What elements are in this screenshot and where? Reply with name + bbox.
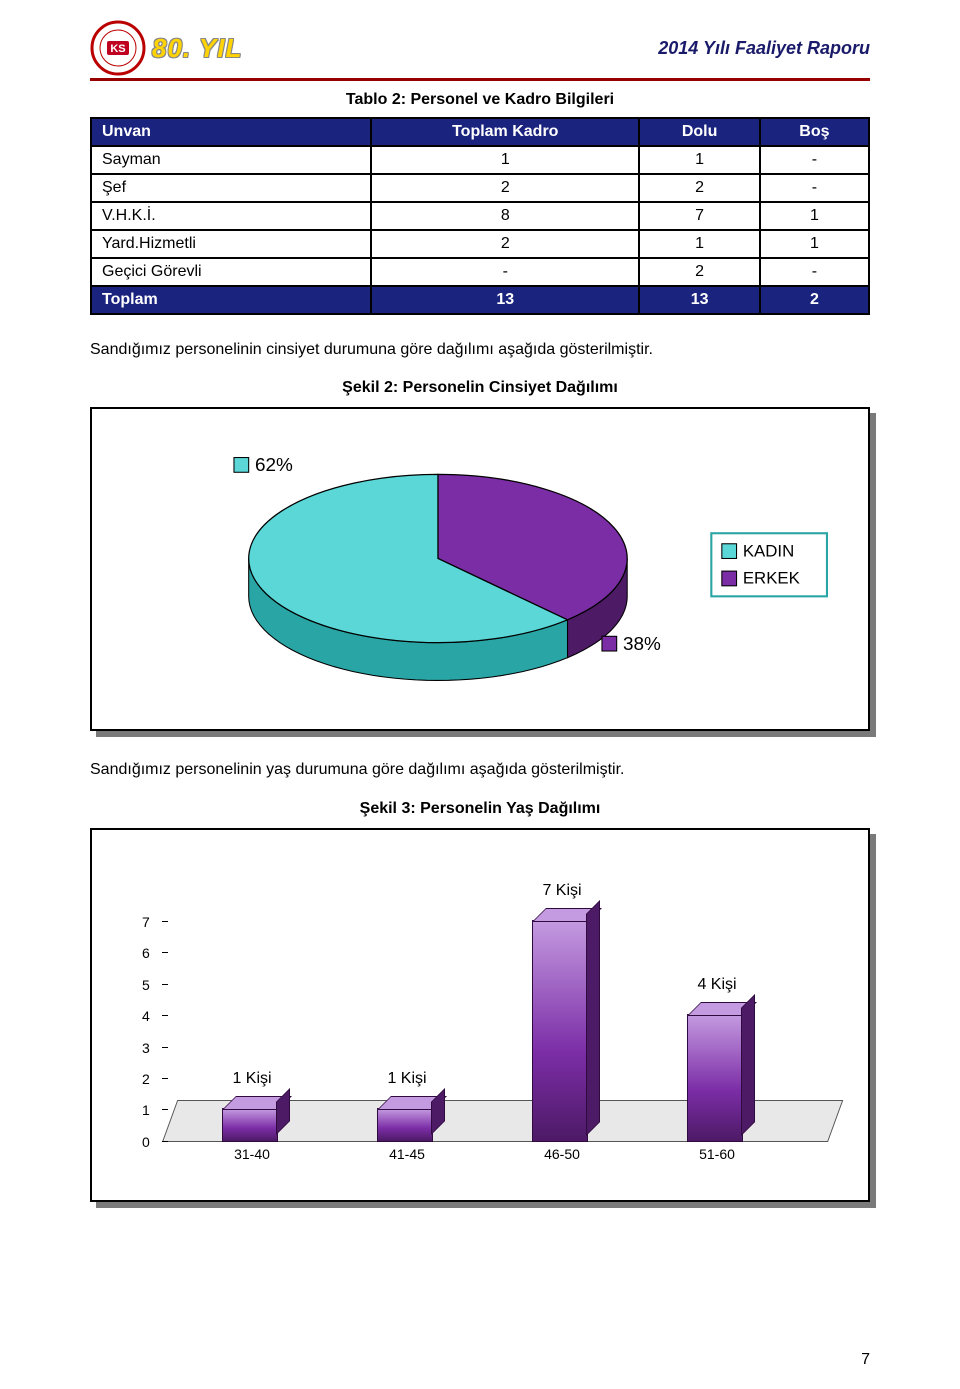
table2-caption: Tablo 2: Personel ve Kadro Bilgileri xyxy=(90,91,870,109)
table-cell: 1 xyxy=(371,146,639,174)
page-number: 7 xyxy=(861,1351,870,1369)
table-row: Geçici Görevli-2- xyxy=(91,258,869,286)
y-tick: 7 xyxy=(142,914,150,930)
seal-icon: KS xyxy=(90,20,146,76)
pie-chart: 62% 38% KADIN ERKEK xyxy=(112,429,848,709)
table-cell: 1 xyxy=(639,146,759,174)
svg-text:KADIN: KADIN xyxy=(743,542,794,561)
table-cell: 2 xyxy=(371,230,639,258)
y-tick: 5 xyxy=(142,977,150,993)
table-cell: Şef xyxy=(91,174,371,202)
table-header: Boş xyxy=(760,118,869,146)
table2: UnvanToplam KadroDoluBoş Sayman11-Şef22-… xyxy=(90,117,870,315)
table-cell: 1 xyxy=(639,230,759,258)
table-cell: - xyxy=(760,258,869,286)
report-title: 2014 Yılı Faaliyet Raporu xyxy=(658,38,870,59)
table-row: Sayman11- xyxy=(91,146,869,174)
y-tick: 4 xyxy=(142,1008,150,1024)
bar-chart-box: 0 1 2 3 4 5 6 7 1 Kişi 31-40 1 Kişi 41-45 7 Kişi 46-5… xyxy=(90,828,870,1202)
table-cell: 1 xyxy=(760,202,869,230)
table-cell: Yard.Hizmetli xyxy=(91,230,371,258)
y-tick: 1 xyxy=(142,1102,150,1118)
bar-chart-title: Şekil 3: Personelin Yaş Dağılımı xyxy=(90,800,870,818)
bar-value-label: 1 Kişi xyxy=(212,1070,292,1088)
pie-chart-title: Şekil 2: Personelin Cinsiyet Dağılımı xyxy=(90,379,870,397)
svg-text:KS: KS xyxy=(110,43,125,55)
bar: 4 Kişi xyxy=(687,1014,743,1142)
bar-chart: 0 1 2 3 4 5 6 7 1 Kişi 31-40 1 Kişi 41-45 7 Kişi 46-5… xyxy=(112,850,848,1180)
table-row: Yard.Hizmetli211 xyxy=(91,230,869,258)
svg-text:ERKEK: ERKEK xyxy=(743,569,801,588)
bar: 7 Kişi xyxy=(532,920,588,1142)
table-total-row: Toplam13132 xyxy=(91,286,869,314)
table-cell: Toplam xyxy=(91,286,371,314)
table-cell: 2 xyxy=(639,258,759,286)
logo-area: KS 80. YIL xyxy=(90,20,242,76)
bar-category-label: 51-60 xyxy=(667,1146,767,1162)
y-tick: 6 xyxy=(142,945,150,961)
page-header: KS 80. YIL 2014 Yılı Faaliyet Raporu xyxy=(90,20,870,81)
table-row: Şef22- xyxy=(91,174,869,202)
table-cell: 8 xyxy=(371,202,639,230)
table-header: Dolu xyxy=(639,118,759,146)
table-cell: V.H.K.İ. xyxy=(91,202,371,230)
svg-text:62%: 62% xyxy=(255,456,293,477)
table-header: Unvan xyxy=(91,118,371,146)
paragraph-age: Sandığımız personelinin yaş durumuna gör… xyxy=(90,759,870,781)
y-tick: 2 xyxy=(142,1071,150,1087)
y-tick: 0 xyxy=(142,1134,150,1150)
table-row: V.H.K.İ.871 xyxy=(91,202,869,230)
bar-category-label: 31-40 xyxy=(202,1146,302,1162)
table-cell: Sayman xyxy=(91,146,371,174)
bar-value-label: 4 Kişi xyxy=(677,976,757,994)
year-badge: 80. YIL xyxy=(152,33,242,64)
table-header: Toplam Kadro xyxy=(371,118,639,146)
table-cell: - xyxy=(371,258,639,286)
table-cell: 13 xyxy=(639,286,759,314)
table-cell: 1 xyxy=(760,230,869,258)
bar: 1 Kişi xyxy=(377,1108,433,1141)
svg-text:38%: 38% xyxy=(623,634,661,655)
bar-value-label: 7 Kişi xyxy=(522,882,602,900)
bar-category-label: 41-45 xyxy=(357,1146,457,1162)
y-tick: 3 xyxy=(142,1040,150,1056)
bar: 1 Kişi xyxy=(222,1108,278,1141)
bar-category-label: 46-50 xyxy=(512,1146,612,1162)
table-cell: 2 xyxy=(371,174,639,202)
table-cell: 7 xyxy=(639,202,759,230)
bar-value-label: 1 Kişi xyxy=(367,1070,447,1088)
table-cell: 13 xyxy=(371,286,639,314)
pie-chart-box: 62% 38% KADIN ERKEK xyxy=(90,407,870,731)
paragraph-gender: Sandığımız personelinin cinsiyet durumun… xyxy=(90,339,870,361)
table-cell: - xyxy=(760,174,869,202)
table-cell: 2 xyxy=(639,174,759,202)
table-cell: - xyxy=(760,146,869,174)
table-cell: Geçici Görevli xyxy=(91,258,371,286)
table-cell: 2 xyxy=(760,286,869,314)
